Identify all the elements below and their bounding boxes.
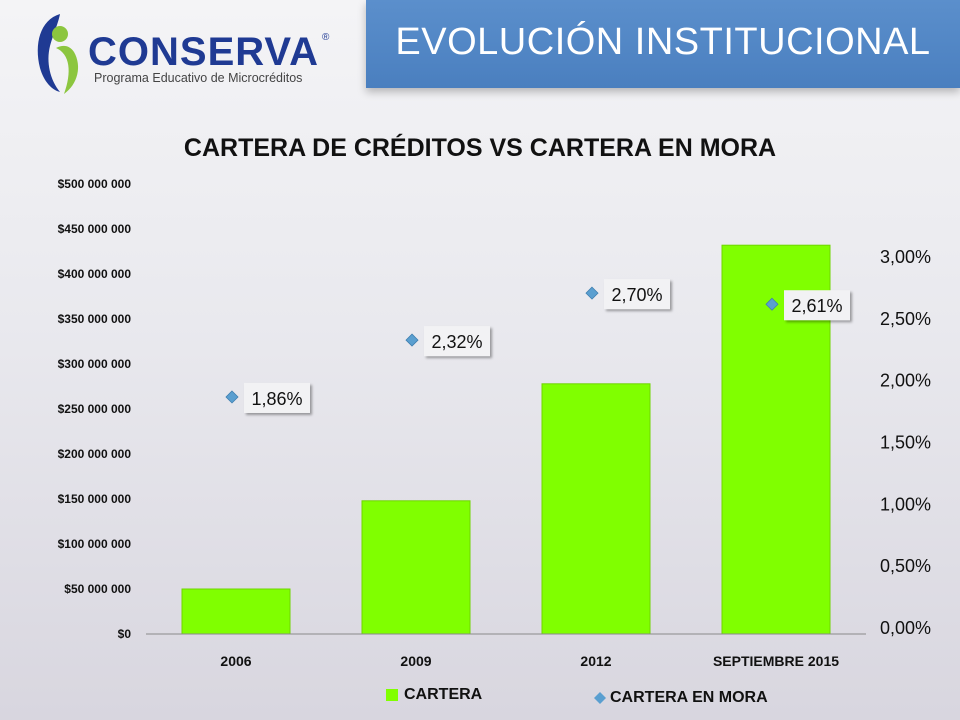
logo-word: CONSERVA [88, 30, 320, 74]
y-left-tick-label: $350 000 000 [58, 312, 132, 326]
y-right-tick-label: 3,00% [880, 247, 931, 267]
y-right-tick-label: 1,00% [880, 494, 931, 514]
data-label-box [604, 279, 670, 310]
bar [361, 500, 471, 635]
x-tick-label: 2006 [220, 653, 251, 669]
mora-point [225, 390, 239, 404]
legend-bar-swatch [386, 688, 398, 701]
y-right-tick-label: 0,00% [880, 618, 931, 638]
page-title: EVOLUCIÓN INSTITUCIONAL [395, 21, 931, 63]
chart-title: CARTERA DE CRÉDITOS VS CARTERA EN MORA [183, 134, 777, 162]
data-label: 2,70% [611, 285, 662, 305]
y-left-tick-label: $200 000 000 [58, 447, 132, 461]
bar [541, 383, 651, 635]
mora-point [585, 286, 599, 300]
y-left-tick-label: $500 000 000 [58, 177, 132, 191]
mora-point [405, 333, 419, 347]
header-band: EVOLUCIÓN INSTITUCIONAL [366, 0, 960, 88]
y-left-tick-label: $250 000 000 [58, 402, 132, 416]
data-label-box [244, 382, 310, 413]
legend-marker-swatch [594, 691, 606, 704]
y-right-tick-label: 1,50% [880, 433, 931, 453]
legend-cartera: CARTERA [386, 686, 482, 704]
y-right-tick-label: 2,50% [880, 309, 931, 329]
logo-tagline: Programa Educativo de Microcréditos [94, 71, 303, 85]
x-tick-label: 2012 [580, 653, 611, 669]
data-label: 2,61% [791, 296, 842, 316]
legend-mora: CARTERA EN MORA [594, 689, 768, 707]
mora-point [765, 297, 779, 311]
x-tick-label: 2009 [400, 653, 431, 669]
x-tick-label: SEPTIEMBRE 2015 [713, 653, 839, 669]
y-left-tick-label: $50 000 000 [64, 582, 131, 596]
y-left-tick-label: $150 000 000 [58, 492, 132, 506]
y-left-tick-label: $0 [118, 627, 132, 641]
logo: CONSERVA ® Programa Educativo de Microcr… [30, 10, 330, 100]
y-right-tick-label: 2,00% [880, 371, 931, 391]
bar [181, 588, 291, 635]
logo-registered: ® [322, 32, 330, 43]
y-left-tick-label: $300 000 000 [58, 357, 132, 371]
data-label-box [424, 326, 490, 357]
logo-figure-icon [37, 14, 79, 94]
y-right-tick-label: 0,50% [880, 556, 931, 576]
data-label: 2,32% [431, 332, 482, 352]
y-left-tick-label: $100 000 000 [58, 537, 132, 551]
data-label: 1,86% [251, 389, 302, 409]
data-label-box [784, 290, 850, 321]
y-left-tick-label: $450 000 000 [58, 222, 132, 236]
legend-marker-label: CARTERA EN MORA [610, 689, 768, 706]
legend-bar-label: CARTERA [404, 686, 483, 703]
y-left-tick-label: $400 000 000 [58, 267, 132, 281]
